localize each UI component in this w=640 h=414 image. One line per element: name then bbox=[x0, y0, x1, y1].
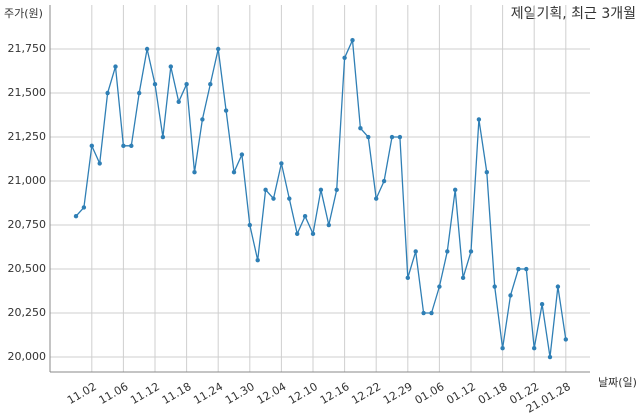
point bbox=[192, 170, 197, 175]
x-tick-label: 11.06 bbox=[97, 380, 131, 407]
x-tick-label: 11.12 bbox=[128, 380, 162, 407]
point bbox=[105, 90, 110, 96]
point bbox=[216, 46, 221, 52]
point bbox=[263, 187, 268, 193]
point bbox=[350, 38, 355, 43]
point bbox=[310, 231, 316, 237]
point bbox=[184, 82, 189, 87]
y-tick-label: 21,000 bbox=[8, 174, 47, 187]
point bbox=[137, 90, 142, 96]
point bbox=[358, 126, 363, 131]
point bbox=[405, 275, 410, 281]
point bbox=[381, 178, 387, 184]
point bbox=[73, 214, 79, 219]
line bbox=[75, 37, 567, 358]
point bbox=[144, 46, 150, 52]
x-tick-label: 01.12 bbox=[444, 380, 478, 407]
point bbox=[524, 266, 529, 272]
x-tick-label: 12.04 bbox=[255, 380, 289, 407]
x-tick-label: 12.16 bbox=[318, 380, 352, 407]
point bbox=[468, 249, 474, 254]
point bbox=[176, 99, 181, 105]
point bbox=[81, 205, 87, 210]
point bbox=[532, 346, 537, 351]
point bbox=[397, 134, 403, 140]
point bbox=[113, 64, 118, 69]
point bbox=[121, 143, 126, 149]
point bbox=[239, 152, 245, 157]
x-tick-label: 01.18 bbox=[476, 380, 510, 407]
y-tick-label: 21,750 bbox=[8, 42, 47, 55]
y-tick-label: 20,000 bbox=[8, 350, 47, 363]
point bbox=[421, 310, 426, 316]
point bbox=[208, 82, 213, 87]
chart-title: 제일기획, 최근 3개월 bbox=[511, 6, 636, 22]
point bbox=[223, 108, 229, 113]
point bbox=[342, 55, 347, 61]
x-tick-label: 11.30 bbox=[223, 380, 257, 407]
point bbox=[555, 284, 561, 289]
point bbox=[429, 310, 434, 316]
y-tick-label: 20,500 bbox=[8, 262, 47, 275]
y-tick-label: 20,750 bbox=[8, 218, 47, 231]
x-tick-label: 12.22 bbox=[349, 380, 383, 407]
point bbox=[247, 222, 252, 228]
x-tick-label: 11.24 bbox=[191, 380, 225, 407]
point bbox=[200, 117, 205, 122]
point bbox=[168, 64, 173, 69]
point bbox=[539, 302, 545, 307]
point bbox=[476, 117, 482, 122]
point bbox=[97, 161, 102, 166]
y-axis-label: 주가(원) bbox=[4, 7, 43, 20]
point bbox=[547, 354, 553, 360]
point bbox=[389, 134, 395, 140]
point bbox=[334, 187, 339, 193]
x-tick-label: 12.10 bbox=[286, 380, 320, 407]
x-tick-label: 11.02 bbox=[65, 380, 99, 407]
point bbox=[295, 231, 300, 237]
x-tick-label: 11.18 bbox=[160, 380, 194, 407]
x-axis-label: 날짜(일) bbox=[598, 375, 637, 389]
point bbox=[508, 293, 513, 298]
point bbox=[563, 337, 568, 342]
point bbox=[271, 196, 276, 201]
point bbox=[437, 284, 442, 289]
y-tick-label: 20,250 bbox=[8, 306, 47, 319]
y-tick-label: 21,250 bbox=[8, 130, 47, 143]
x-tick-label: 01.06 bbox=[413, 380, 447, 407]
point bbox=[326, 222, 331, 228]
point bbox=[318, 187, 324, 193]
point bbox=[366, 134, 371, 140]
point bbox=[152, 82, 158, 87]
point bbox=[374, 196, 379, 201]
point bbox=[89, 143, 95, 149]
point bbox=[160, 134, 166, 140]
point bbox=[445, 249, 450, 254]
y-tick-label: 21,500 bbox=[8, 86, 47, 99]
point bbox=[413, 249, 418, 254]
point bbox=[255, 258, 260, 263]
point bbox=[129, 143, 134, 149]
point bbox=[302, 214, 308, 219]
point bbox=[484, 170, 489, 175]
point bbox=[287, 196, 292, 201]
x-tick-label: 12.29 bbox=[381, 380, 415, 407]
point bbox=[453, 187, 458, 193]
point bbox=[231, 170, 237, 175]
point bbox=[492, 284, 497, 289]
point bbox=[516, 266, 521, 272]
point bbox=[279, 161, 284, 166]
point bbox=[460, 275, 466, 281]
point bbox=[500, 346, 505, 351]
